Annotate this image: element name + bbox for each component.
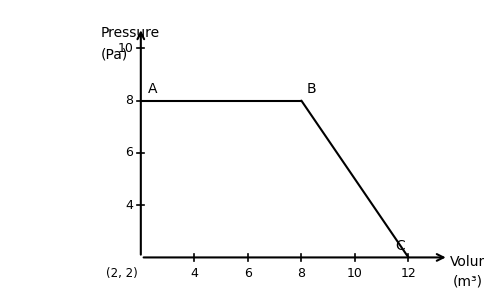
Text: 6: 6: [243, 267, 251, 280]
Text: (m³): (m³): [452, 275, 482, 288]
Text: B: B: [306, 82, 316, 96]
Text: Pressure: Pressure: [101, 26, 159, 40]
Text: 8: 8: [297, 267, 305, 280]
Text: 12: 12: [400, 267, 415, 280]
Text: (Pa): (Pa): [101, 47, 128, 61]
Text: 4: 4: [190, 267, 198, 280]
Text: 10: 10: [117, 42, 133, 55]
Text: 8: 8: [125, 94, 133, 107]
Text: 6: 6: [125, 147, 133, 159]
Text: Volume: Volume: [449, 255, 484, 269]
Text: A: A: [147, 82, 157, 96]
Text: (2, 2): (2, 2): [106, 267, 138, 280]
Text: C: C: [394, 239, 404, 253]
Text: 4: 4: [125, 199, 133, 212]
Text: 10: 10: [346, 267, 362, 280]
